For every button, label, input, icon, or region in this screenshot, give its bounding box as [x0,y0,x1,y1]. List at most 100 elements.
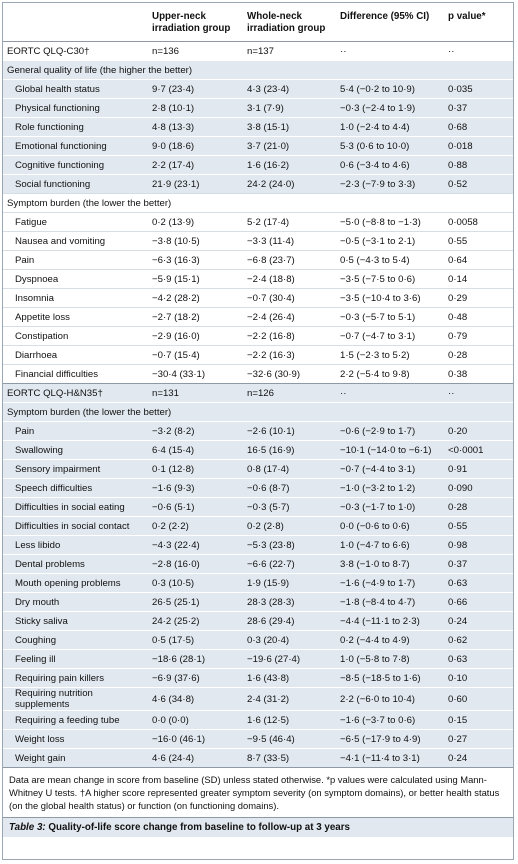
cell: 24·2 (25·2) [148,611,243,631]
cell: −19·6 (27·4) [243,649,336,669]
cell: −0·7 (30·4) [243,288,336,308]
cell: 28·3 (28·3) [243,592,336,612]
cell: −5·0 (−8·8 to −1·3) [336,212,444,232]
footnote: Data are mean change in score from basel… [3,767,513,817]
row-label: Emotional functioning [3,136,148,156]
cell: −30·4 (33·1) [148,364,243,384]
row-label: Dry mouth [3,592,148,612]
cell: −4·1 (−11·4 to 3·1) [336,748,444,767]
data-row: Sensory impairment 0·1 (12·8) 0·8 (17·4) −0… [3,459,513,479]
cell: 0·28 [444,497,513,517]
row-label: Nausea and vomiting [3,231,148,251]
cell: 0·38 [444,364,513,384]
section-title: EORTC QLQ-C30† [3,41,148,61]
cell: −0·3 (−1·7 to 1·0) [336,497,444,517]
cell: −0·7 (−4·7 to 3·1) [336,326,444,346]
cell: n=126 [243,383,336,403]
cell: 2·4 (31·2) [243,687,336,711]
cell: 0·0058 [444,212,513,232]
cell: 0·37 [444,554,513,574]
cell: 0·66 [444,592,513,612]
cell: 5·3 (0·6 to 10·0) [336,136,444,156]
data-row: Weight loss −16·0 (46·1) −9·5 (46·4) −6·5 (… [3,729,513,749]
group-row: Symptom burden (the lower the better) [3,402,513,422]
row-label: Feeling ill [3,649,148,669]
cell: −2·6 (10·1) [243,421,336,441]
data-row: Pain −6·3 (16·3) −6·8 (23·7) 0·5 (−4·3 to 5… [3,250,513,270]
cell: −3·5 (−10·4 to 3·6) [336,288,444,308]
cell: 16·5 (16·9) [243,440,336,460]
cell: 0·27 [444,729,513,749]
column-header: Upper-neck irradiation group [152,11,231,34]
row-label: Swallowing [3,440,148,460]
cell: −0·5 (−3·1 to 2·1) [336,231,444,251]
cell: 3·8 (15·1) [243,117,336,137]
cell: 4·6 (34·8) [148,687,243,711]
data-row: Nausea and vomiting −3·8 (10·5) −3·3 (11·4… [3,231,513,251]
cell: −1·6 (9·3) [148,478,243,498]
data-row: Social functioning 21·9 (23·1) 24·2 (24·0)… [3,174,513,194]
cell: 28·6 (29·4) [243,611,336,631]
row-label: Constipation [3,326,148,346]
cell: −4·2 (28·2) [148,288,243,308]
data-row: Mouth opening problems 0·3 (10·5) 1·9 (15·… [3,573,513,593]
row-label: Pain [3,421,148,441]
cell: 0·52 [444,174,513,194]
cell: 0·6 (−3·4 to 4·6) [336,155,444,175]
cell: 0·48 [444,307,513,327]
cell: 0·5 (17·5) [148,630,243,650]
cell: 2·8 (10·1) [148,98,243,118]
cell: −3·3 (11·4) [243,231,336,251]
cell: 0·79 [444,326,513,346]
row-label: Weight loss [3,729,148,749]
cell: 0·2 (−4·4 to 4·9) [336,630,444,650]
cell: 2·2 (−6·0 to 10·4) [336,687,444,711]
cell: −3·5 (−7·5 to 0·6) [336,269,444,289]
cell: −1·6 (−3·7 to 0·6) [336,710,444,730]
data-row: Constipation −2·9 (16·0) −2·2 (16·8) −0·7 (… [3,326,513,346]
cell: 0·24 [444,611,513,631]
cell: 0·018 [444,136,513,156]
header-row: Upper-neck irradiation group Whole-neck i… [3,3,513,42]
cell: ·· [444,383,513,403]
cell: 0·10 [444,668,513,688]
row-label: Pain [3,250,148,270]
cell: 0·2 (13·9) [148,212,243,232]
group-row: Symptom burden (the lower the better) [3,193,513,213]
cell: −0·3 (−2·4 to 1·9) [336,98,444,118]
row-label: Diarrhoea [3,345,148,365]
cell: −4·3 (22·4) [148,535,243,555]
data-row: Physical functioning 2·8 (10·1) 3·1 (7·9) −… [3,98,513,118]
cell: −2·2 (16·8) [243,326,336,346]
cell: −1·8 (−8·4 to 4·7) [336,592,444,612]
caption: Table 3: Quality-of-life score change fr… [3,817,513,837]
cell: 0·1 (12·8) [148,459,243,479]
row-label: Dyspnoea [3,269,148,289]
cell: −0·7 (−4·4 to 3·1) [336,459,444,479]
cell: 0·91 [444,459,513,479]
cell: 21·9 (23·1) [148,174,243,194]
data-row: Difficulties in social eating −0·6 (5·1) −… [3,497,513,517]
cell: 2·2 (17·4) [148,155,243,175]
column-header: Whole-neck irradiation group [247,11,326,34]
data-row: Swallowing 6·4 (15·4) 16·5 (16·9) −10·1 (−1… [3,440,513,460]
cell: −5·9 (15·1) [148,269,243,289]
cell: −6·6 (22·7) [243,554,336,574]
row-label: Appetite loss [3,307,148,327]
data-row: Global health status 9·7 (23·4) 4·3 (23·4)… [3,79,513,99]
cell: 4·8 (13·3) [148,117,243,137]
cell: −3·8 (10·5) [148,231,243,251]
cell: −6·8 (23·7) [243,250,336,270]
caption-text: Quality-of-life score change from baseli… [48,822,350,833]
cell: n=137 [243,41,336,61]
cell: 0·8 (17·4) [243,459,336,479]
section-row: EORTC QLQ-C30† n=136 n=137 ·· ·· [3,41,513,61]
cell: ·· [336,41,444,61]
cell: 0·5 (−4·3 to 5·4) [336,250,444,270]
cell: 0·60 [444,687,513,711]
row-label: Difficulties in social eating [3,497,148,517]
cell: −8·5 (−18·5 to 1·6) [336,668,444,688]
cell: −2·7 (18·2) [148,307,243,327]
group-title: Symptom burden (the lower the better) [3,402,513,422]
